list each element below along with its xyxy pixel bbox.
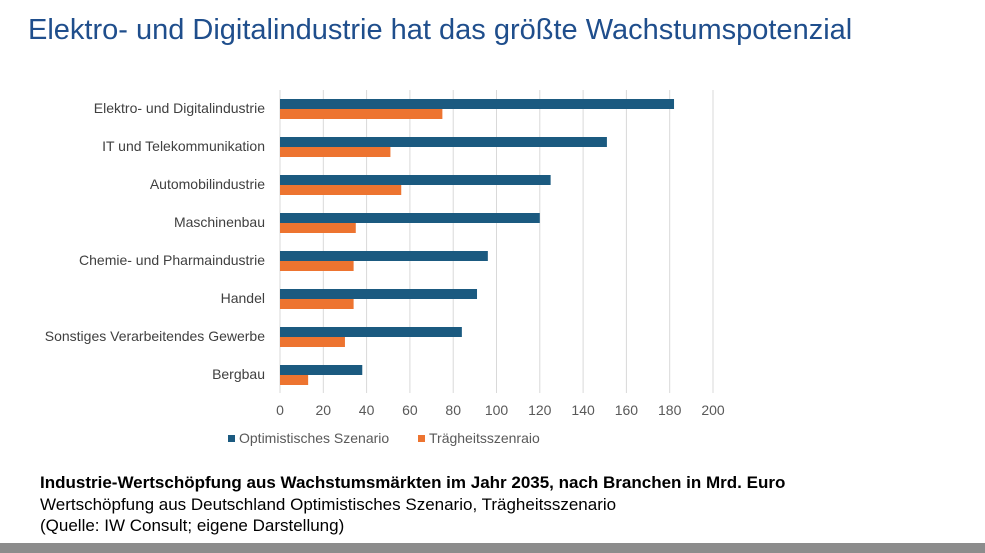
bar-inertia bbox=[280, 185, 402, 195]
x-tick-label: 100 bbox=[485, 402, 509, 418]
chart-caption-heading: Industrie-Wertschöpfung aus Wachstumsmär… bbox=[40, 473, 786, 492]
bar-inertia bbox=[280, 337, 345, 347]
x-tick-label: 140 bbox=[571, 402, 595, 418]
bar-inertia bbox=[280, 375, 309, 385]
x-tick-label: 40 bbox=[359, 402, 375, 418]
category-label: Sonstiges Verarbeitendes Gewerbe bbox=[45, 328, 265, 344]
chart-caption-subtitle: Wertschöpfung aus Deutschland Optimistis… bbox=[40, 495, 617, 514]
x-tick-label: 160 bbox=[615, 402, 639, 418]
bar-inertia bbox=[280, 223, 356, 233]
category-label: Chemie- und Pharmaindustrie bbox=[79, 252, 265, 268]
bar-optimistic bbox=[280, 99, 675, 109]
legend-label: Optimistisches Szenario bbox=[239, 430, 389, 446]
bar-optimistic bbox=[280, 365, 363, 375]
category-label: Automobilindustrie bbox=[150, 176, 265, 192]
bar-inertia bbox=[280, 109, 443, 119]
x-tick-label: 120 bbox=[528, 402, 552, 418]
x-tick-label: 60 bbox=[402, 402, 418, 418]
x-tick-label: 0 bbox=[276, 402, 284, 418]
bar-chart: 0 20 40 60 80 100 120 140 160 180 200 Elektro- und … bbox=[45, 90, 725, 446]
legend-swatch bbox=[228, 435, 235, 442]
bar-inertia bbox=[280, 299, 354, 309]
bar-optimistic bbox=[280, 327, 462, 337]
category-label: Elektro- und Digitalindustrie bbox=[94, 100, 265, 116]
bar-optimistic bbox=[280, 137, 607, 147]
bar-optimistic bbox=[280, 289, 478, 299]
category-label: Bergbau bbox=[212, 366, 265, 382]
bar-inertia bbox=[280, 261, 354, 271]
category-label: Maschinenbau bbox=[174, 214, 265, 230]
legend-swatch bbox=[418, 435, 425, 442]
category-label: IT und Telekommunikation bbox=[102, 138, 265, 154]
x-tick-label: 20 bbox=[316, 402, 332, 418]
x-tick-label: 200 bbox=[701, 402, 725, 418]
bar-optimistic bbox=[280, 175, 551, 185]
bar-inertia bbox=[280, 147, 391, 157]
bar-optimistic bbox=[280, 251, 488, 261]
page-title: Elektro- und Digitalindustrie hat das gr… bbox=[28, 14, 853, 46]
bar-optimistic bbox=[280, 213, 540, 223]
x-tick-label: 180 bbox=[658, 402, 682, 418]
x-tick-label: 80 bbox=[445, 402, 461, 418]
legend-label: Trägheitsszenraio bbox=[429, 430, 540, 446]
category-label: Handel bbox=[221, 290, 265, 306]
chart-source: (Quelle: IW Consult; eigene Darstellung) bbox=[40, 516, 345, 535]
footer-bar bbox=[0, 543, 985, 553]
